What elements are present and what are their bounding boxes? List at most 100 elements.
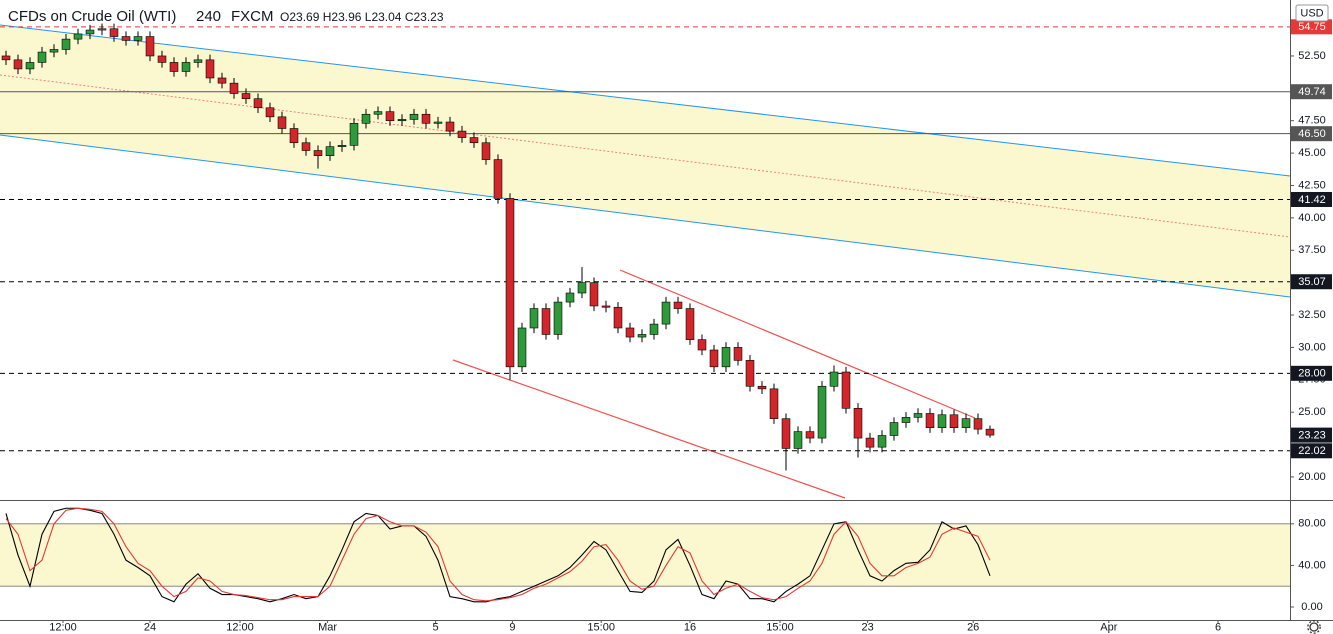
candle-body xyxy=(817,385,827,439)
y-tick-label: 80.00 xyxy=(1298,518,1326,530)
candle-body xyxy=(73,33,83,40)
candle-body xyxy=(493,159,503,199)
candle-body xyxy=(841,371,851,409)
ohlc-prefix: O xyxy=(280,10,289,24)
currency[interactable]: USD xyxy=(1300,7,1323,19)
candle-body xyxy=(241,93,251,100)
price-label: 41.42 xyxy=(1298,194,1326,206)
candle-body xyxy=(889,422,899,436)
price-label-box xyxy=(1291,274,1332,290)
candle-body xyxy=(49,49,59,53)
channel-median xyxy=(0,74,1291,238)
candle-body xyxy=(781,418,791,449)
trend-line-lower xyxy=(452,359,846,499)
x-tick-label: 15:00 xyxy=(766,621,794,633)
price-label-box xyxy=(1291,84,1332,100)
y-tick-label: 42.50 xyxy=(1298,179,1326,191)
settings-icon[interactable] xyxy=(1307,620,1321,634)
candle-body xyxy=(853,407,863,439)
interval: 240 xyxy=(196,8,221,25)
candle-body xyxy=(529,308,539,329)
candle-body xyxy=(409,113,419,120)
ohlc-value: 23.69 xyxy=(289,10,319,24)
candle-body xyxy=(637,334,647,338)
channel-fill xyxy=(0,25,1290,297)
candle-body xyxy=(397,119,407,122)
header: CFDs on Crude Oil (WTI) 240 FXCM O23.69 … xyxy=(8,8,444,25)
candle-body xyxy=(1,55,11,61)
candle-body xyxy=(25,62,35,70)
candle-body xyxy=(445,121,455,132)
candle-body xyxy=(181,62,191,72)
trend-line-upper xyxy=(619,269,976,419)
y-tick-label: 40.00 xyxy=(1298,559,1326,571)
y-tick-label: 32.50 xyxy=(1298,309,1326,321)
candle-body xyxy=(205,59,215,79)
candle-body xyxy=(385,111,395,122)
candle-body xyxy=(61,38,71,50)
drawings xyxy=(0,24,1291,499)
candle-body xyxy=(757,385,767,390)
candle-body xyxy=(157,55,167,63)
y-tick-label: 45.00 xyxy=(1298,147,1326,159)
candle-body xyxy=(193,59,203,63)
x-tick-label: 9 xyxy=(509,621,515,633)
price-label: 28.00 xyxy=(1298,368,1326,380)
candle-body xyxy=(565,292,575,303)
y-tick-label: 30.00 xyxy=(1298,341,1326,353)
price-label-box xyxy=(1291,191,1332,207)
ohlc-prefix: L xyxy=(365,10,372,24)
candle-body xyxy=(325,146,335,156)
candle-body xyxy=(301,142,311,151)
ohlc-legend: O23.69 H23.96 L23.04 C23.23 xyxy=(280,10,444,24)
candle-body xyxy=(829,371,839,387)
candle-body xyxy=(85,29,95,35)
x-tick-label: 24 xyxy=(144,621,156,633)
exchange: FXCM xyxy=(231,8,274,25)
ohlc-value: 23.23 xyxy=(414,10,444,24)
y-tick-label: 37.50 xyxy=(1298,244,1326,256)
candle-body xyxy=(721,347,731,368)
candle-body xyxy=(625,327,635,338)
candle-body xyxy=(577,282,587,294)
candle-body xyxy=(265,107,275,118)
price-label: 35.07 xyxy=(1298,276,1326,288)
candle-body xyxy=(97,28,107,31)
oscillator-line xyxy=(5,507,991,603)
channel-lower xyxy=(0,134,1291,298)
candle-body xyxy=(805,431,815,439)
candle-body xyxy=(217,77,227,84)
y-tick-label: 20.00 xyxy=(1298,471,1326,483)
candle-body xyxy=(349,123,359,146)
currency-box[interactable] xyxy=(1295,4,1329,22)
candle-body xyxy=(913,413,923,418)
x-tick-label: 12:00 xyxy=(49,621,77,633)
y-tick-label: 47.50 xyxy=(1298,115,1326,127)
price-label-box xyxy=(1291,19,1332,35)
candle-body xyxy=(133,36,143,41)
x-tick-label: 16 xyxy=(684,621,696,633)
oscillator-band xyxy=(0,523,1290,587)
candle-body xyxy=(121,36,131,41)
candle-body xyxy=(901,417,911,423)
candle-body xyxy=(469,137,479,144)
x-tick-label: Mar xyxy=(318,621,337,633)
x-tick-label: 5 xyxy=(433,621,439,633)
ohlc-value: 23.96 xyxy=(331,10,361,24)
x-tick-label: 12:00 xyxy=(226,621,254,633)
y-tick-label: 0.00 xyxy=(1301,601,1322,613)
price-label: 49.74 xyxy=(1298,86,1326,98)
candle-body xyxy=(865,437,875,448)
candle-body xyxy=(877,435,887,448)
candle-body xyxy=(37,51,47,63)
candle-body xyxy=(685,308,695,340)
candle-body xyxy=(109,28,119,37)
x-tick-label: 23 xyxy=(861,621,873,633)
gear[interactable] xyxy=(1309,622,1319,632)
ohlc-value: 23.04 xyxy=(371,10,401,24)
candle-body xyxy=(517,327,527,368)
candle-body xyxy=(793,431,803,449)
gear-teeth[interactable] xyxy=(1307,620,1321,634)
plot-layer: 52.50 47.50 45.00 42.50 40.00 37.50 32.50 30.00… xyxy=(0,19,1332,633)
candle-body xyxy=(589,282,599,307)
